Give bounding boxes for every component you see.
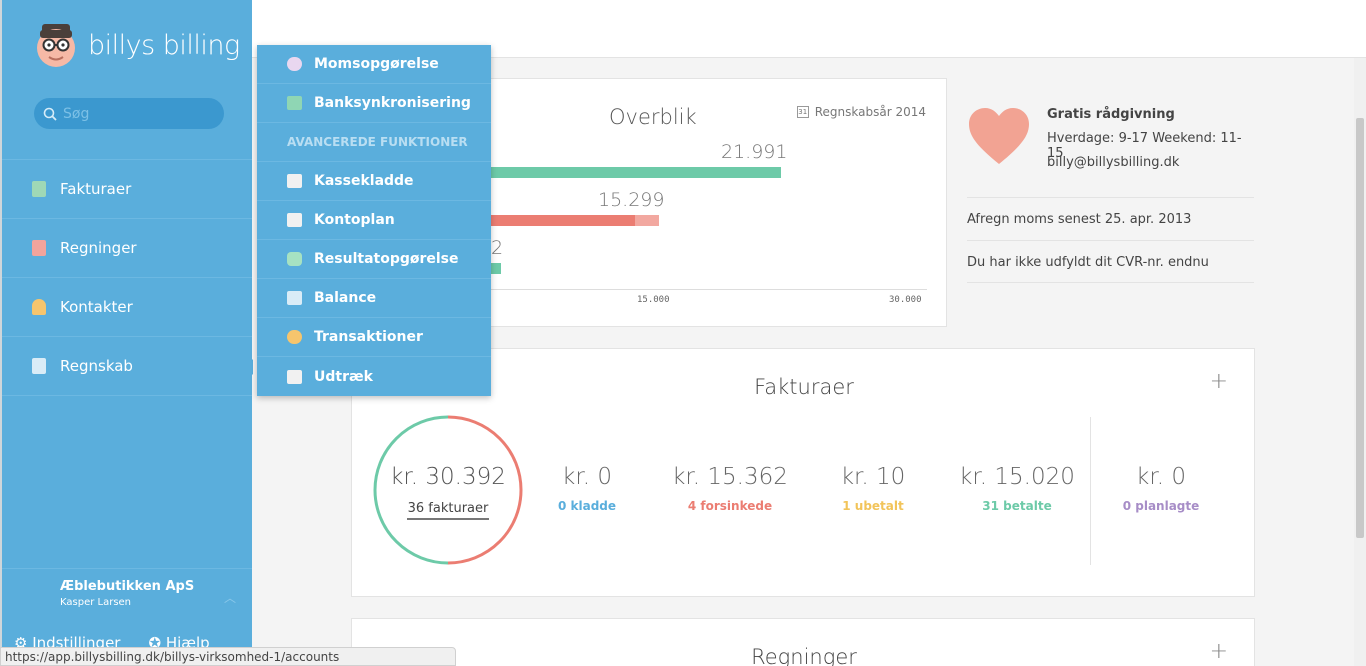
- income-statement-icon: [287, 252, 302, 266]
- menu-section-header: AVANCEREDE FUNKTIONER: [257, 123, 491, 162]
- advice-email[interactable]: billy@billysbilling.dk: [1047, 155, 1180, 170]
- stat-unpaid[interactable]: kr. 10 1 ubetalt: [798, 464, 948, 513]
- calendar-icon: 31: [796, 106, 809, 118]
- export-icon: [287, 369, 302, 384]
- browser-status-bar: https://app.billysbilling.dk/billys-virk…: [0, 647, 456, 666]
- stat-label: 1 ubetalt: [842, 499, 904, 513]
- edit-icon: [287, 174, 302, 188]
- overview-card: Overblik 31 Regnskabsår 2014 21.991 15.2…: [470, 78, 947, 327]
- menu-label: Udtræk: [314, 368, 373, 385]
- divider: [1090, 417, 1091, 565]
- stat-amount: kr. 15.020: [959, 464, 1075, 490]
- menu-label: Banksynkronisering: [314, 95, 471, 111]
- overview-bar-3: [491, 263, 501, 274]
- x-tick-15000: 15.000: [637, 295, 670, 305]
- accounting-icon: [32, 358, 46, 374]
- menu-item-udtraek[interactable]: Udtræk: [257, 357, 491, 396]
- nav-item-regnskab[interactable]: Regnskab: [2, 337, 253, 396]
- stat-label: 0 planlagte: [1122, 499, 1200, 513]
- fiscal-year-selector[interactable]: 31 Regnskabsår 2014: [796, 105, 926, 119]
- invoices-title: Fakturaer: [754, 375, 854, 399]
- invoice-icon: [32, 181, 46, 197]
- overview-bar-1: [491, 167, 781, 178]
- org-name: Æblebutikken ApS: [60, 579, 195, 594]
- accounting-dropdown-menu: Momsopgørelse Banksynkronisering AVANCER…: [257, 45, 491, 396]
- chart-of-accounts-icon: [287, 213, 302, 227]
- menu-item-balance[interactable]: Balance: [257, 279, 491, 318]
- menu-item-kassekladde[interactable]: Kassekladde: [257, 162, 491, 201]
- bank-sync-icon: [287, 96, 302, 110]
- org-user: Kasper Larsen: [60, 597, 132, 608]
- overview-bar-3-label: 2: [491, 237, 504, 259]
- sidebar: billys billing Søg Fakturaer Regninger K…: [0, 0, 253, 666]
- search-icon: [43, 107, 57, 121]
- nav-label: Regninger: [60, 239, 137, 257]
- invoice-status-ring: [373, 415, 523, 565]
- contact-icon: [32, 299, 46, 315]
- nav-item-fakturaer[interactable]: Fakturaer: [2, 160, 252, 219]
- nav-item-kontakter[interactable]: Kontakter: [2, 278, 252, 337]
- stat-label: 0 kladde: [557, 499, 617, 513]
- bills-card: Regninger +: [351, 618, 1255, 666]
- invoices-card: Fakturaer + kr. 30.392 36 fakturaer kr. …: [351, 348, 1255, 597]
- logo[interactable]: billys billing: [34, 22, 240, 68]
- nav-label: Regnskab: [60, 357, 133, 375]
- bills-title: Regninger: [751, 645, 857, 666]
- search-input[interactable]: Søg: [34, 98, 224, 129]
- overview-bar-1-label: 21.991: [721, 141, 788, 163]
- x-tick-30000: 30.000: [889, 295, 922, 305]
- nav-item-regninger[interactable]: Regninger: [2, 219, 252, 278]
- invoices-total-amount: kr. 30.392: [390, 464, 506, 490]
- menu-label: Transaktioner: [314, 329, 423, 345]
- advice-hours: Hverdage: 9-17 Weekend: 11-15: [1047, 131, 1242, 161]
- coins-icon: [287, 330, 302, 344]
- notice-cvr[interactable]: Du har ikke udfyldt dit CVR-nr. endnu: [967, 240, 1254, 283]
- bill-icon: [32, 240, 46, 256]
- menu-item-momsopgorelse[interactable]: Momsopgørelse: [257, 45, 491, 84]
- invoices-total-count[interactable]: 36 fakturaer: [407, 501, 489, 520]
- notice-vat[interactable]: Afregn moms senest 25. apr. 2013: [967, 197, 1254, 240]
- overview-bar-2-extra: [635, 215, 659, 226]
- search-placeholder: Søg: [63, 105, 90, 122]
- stat-paid[interactable]: kr. 15.020 31 betalte: [942, 464, 1092, 513]
- nav-label: Fakturaer: [60, 180, 132, 198]
- stat-overdue[interactable]: kr. 15.362 4 forsinkede: [655, 464, 805, 513]
- stat-amount: kr. 10: [840, 464, 906, 490]
- stat-label: 31 betalte: [982, 499, 1052, 513]
- add-bill-button[interactable]: +: [1209, 639, 1228, 664]
- x-axis: [491, 289, 927, 290]
- menu-label: Resultatopgørelse: [314, 251, 459, 267]
- menu-label: Momsopgørelse: [314, 56, 439, 72]
- pie-chart-icon: [287, 57, 302, 71]
- main-nav: Fakturaer Regninger Kontakter Regnskab: [2, 159, 253, 396]
- overview-bar-2-label: 15.299: [598, 189, 665, 211]
- scrollbar[interactable]: [1354, 58, 1366, 666]
- menu-item-banksynkronisering[interactable]: Banksynkronisering: [257, 84, 491, 123]
- nav-label: Kontakter: [60, 298, 133, 316]
- add-invoice-button[interactable]: +: [1209, 369, 1228, 394]
- billy-face-icon: [37, 24, 75, 67]
- stat-drafts[interactable]: kr. 0 0 kladde: [512, 464, 662, 513]
- stat-label: 4 forsinkede: [687, 499, 773, 513]
- organization-switcher[interactable]: Æblebutikken ApS Kasper Larsen ︿: [2, 568, 252, 608]
- overview-title: Overblik: [609, 105, 697, 129]
- heart-icon: [969, 108, 1029, 164]
- menu-item-transaktioner[interactable]: Transaktioner: [257, 318, 491, 357]
- overview-bar-2: [491, 215, 635, 226]
- balance-icon: [287, 291, 302, 305]
- menu-item-resultatopgorelse[interactable]: Resultatopgørelse: [257, 240, 491, 279]
- menu-label: Kassekladde: [314, 173, 414, 189]
- brand-name: billys billing: [88, 29, 240, 61]
- stat-amount: kr. 15.362: [672, 464, 788, 490]
- menu-item-kontoplan[interactable]: Kontoplan: [257, 201, 491, 240]
- fiscal-year-label: Regnskabsår 2014: [814, 105, 926, 119]
- menu-label: Kontoplan: [314, 212, 395, 228]
- stat-amount: kr. 0: [562, 464, 612, 490]
- scrollbar-thumb[interactable]: [1356, 118, 1364, 538]
- chevron-up-icon: ︿: [223, 591, 236, 605]
- menu-label: Balance: [314, 290, 377, 306]
- advice-title: Gratis rådgivning: [1047, 107, 1175, 122]
- stat-amount: kr. 0: [1136, 464, 1186, 490]
- stat-scheduled[interactable]: kr. 0 0 planlagte: [1086, 464, 1236, 513]
